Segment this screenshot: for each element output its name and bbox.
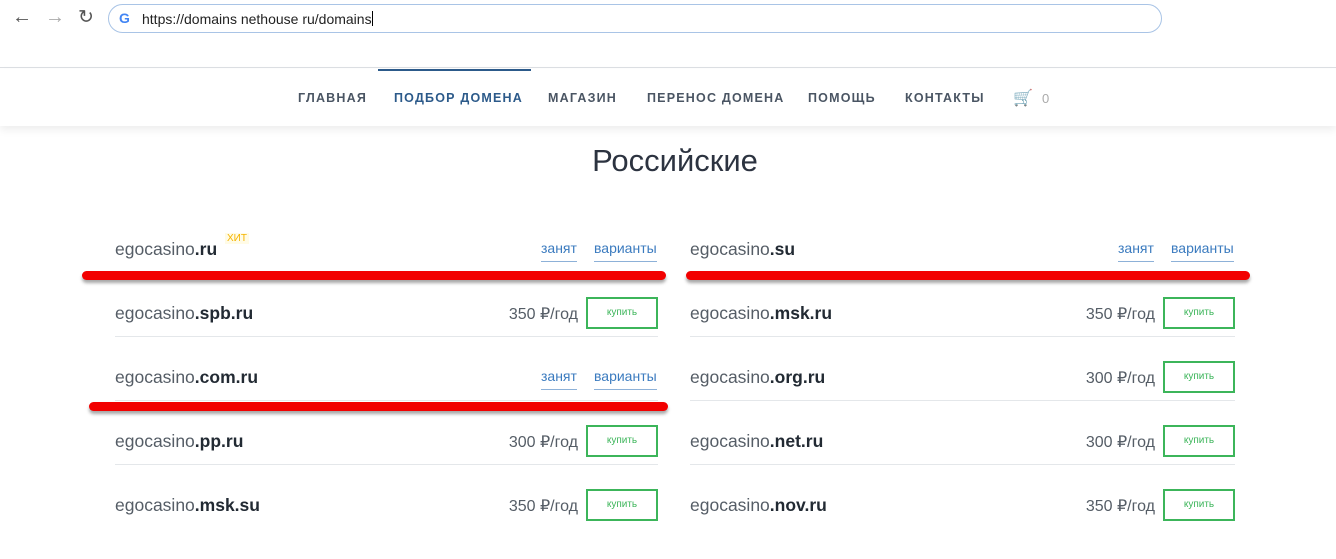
domain-row: egocasino.com.ru занят варианты [115,367,658,431]
domain-name: egocasino.nov.ru [690,495,827,515]
variants-link[interactable]: варианты [594,368,657,390]
domain-row: egocasino.net.ru 300 ₽/год купить [690,425,1235,495]
price: 300 ₽/год [1085,370,1155,387]
row-divider [690,336,1235,337]
buy-button[interactable]: купить [586,489,658,521]
domain-name: egocasino.su [690,239,796,259]
google-icon: G [119,10,130,26]
row-divider [690,400,1235,401]
domain-name: egocasino.msk.ru [690,303,833,323]
active-indicator [378,69,531,71]
taken-link[interactable]: занят [541,368,577,390]
price: 350 ₽/год [1085,306,1155,323]
hit-badge: ХИТ [225,233,249,244]
red-annotation-stroke [82,271,666,280]
taken-link[interactable]: занят [1118,240,1154,262]
buy-button[interactable]: купить [586,425,658,457]
nav-transfer[interactable]: ПЕРЕНОС ДОМЕНА [647,91,785,105]
price: 350 ₽/год [1085,498,1155,515]
price: 300 ₽/год [1085,434,1155,451]
variants-link[interactable]: варианты [594,240,657,262]
nav-domain-search[interactable]: ПОДБОР ДОМЕНА [394,91,523,105]
cart-icon[interactable]: 🛒 [1013,90,1033,107]
domain-row: egocasino.spb.ru 350 ₽/год купить [115,297,658,367]
red-annotation-stroke [89,402,668,411]
nav-contacts[interactable]: КОНТАКТЫ [905,91,985,105]
buy-button[interactable]: купить [1163,297,1235,329]
cart-count: 0 [1042,91,1050,106]
row-divider [690,464,1235,465]
domain-row: egocasino.msk.ru 350 ₽/год купить [690,297,1235,367]
domain-row: egocasino.pp.ru 300 ₽/год купить [115,425,658,495]
domain-name: egocasino.spb.ru [115,303,254,323]
red-annotation-stroke [686,271,1250,280]
domain-row: egocasino.su занят варианты [690,239,1235,303]
domain-name: egocasino.ru [115,239,218,259]
domain-name: egocasino.msk.su [115,495,260,515]
price: 300 ₽/год [508,434,578,451]
address-bar[interactable]: G https://domains nethouse ru/domains [108,4,1162,33]
price: 350 ₽/год [508,306,578,323]
browser-toolbar: ← → ↻ G https://domains nethouse ru/doma… [0,0,1336,68]
taken-link[interactable]: занят [541,240,577,262]
buy-button[interactable]: купить [1163,361,1235,393]
variants-link[interactable]: варианты [1171,240,1234,262]
buy-button[interactable]: купить [1163,489,1235,521]
nav-help[interactable]: ПОМОЩЬ [808,91,876,105]
domain-name: egocasino.net.ru [690,431,824,451]
nav-shop[interactable]: МАГАЗИН [548,91,618,105]
domain-row: egocasino.msk.su 350 ₽/год купить [115,489,658,559]
url-text[interactable]: https://domains nethouse ru/domains [142,11,372,27]
back-icon[interactable]: ← [12,6,32,28]
row-divider [115,400,658,401]
nav-home[interactable]: ГЛАВНАЯ [298,91,368,105]
buy-button[interactable]: купить [586,297,658,329]
row-divider [115,336,658,337]
domain-name: egocasino.pp.ru [115,431,244,451]
row-divider [115,464,658,465]
site-nav: ГЛАВНАЯ ПОДБОР ДОМЕНА МАГАЗИН ПЕРЕНОС ДО… [0,69,1336,126]
domain-row: egocasino.nov.ru 350 ₽/год купить [690,489,1235,559]
section-title: Российские [592,143,758,178]
reload-icon[interactable]: ↻ [78,7,94,28]
forward-icon[interactable]: → [45,6,65,28]
domain-row: egocasino.org.ru 300 ₽/год купить [690,361,1235,431]
price: 350 ₽/год [508,498,578,515]
buy-button[interactable]: купить [1163,425,1235,457]
domain-name: egocasino.org.ru [690,367,826,387]
domain-name: egocasino.com.ru [115,367,259,387]
domain-row: egocasino.ru ХИТ занят варианты [115,233,658,303]
